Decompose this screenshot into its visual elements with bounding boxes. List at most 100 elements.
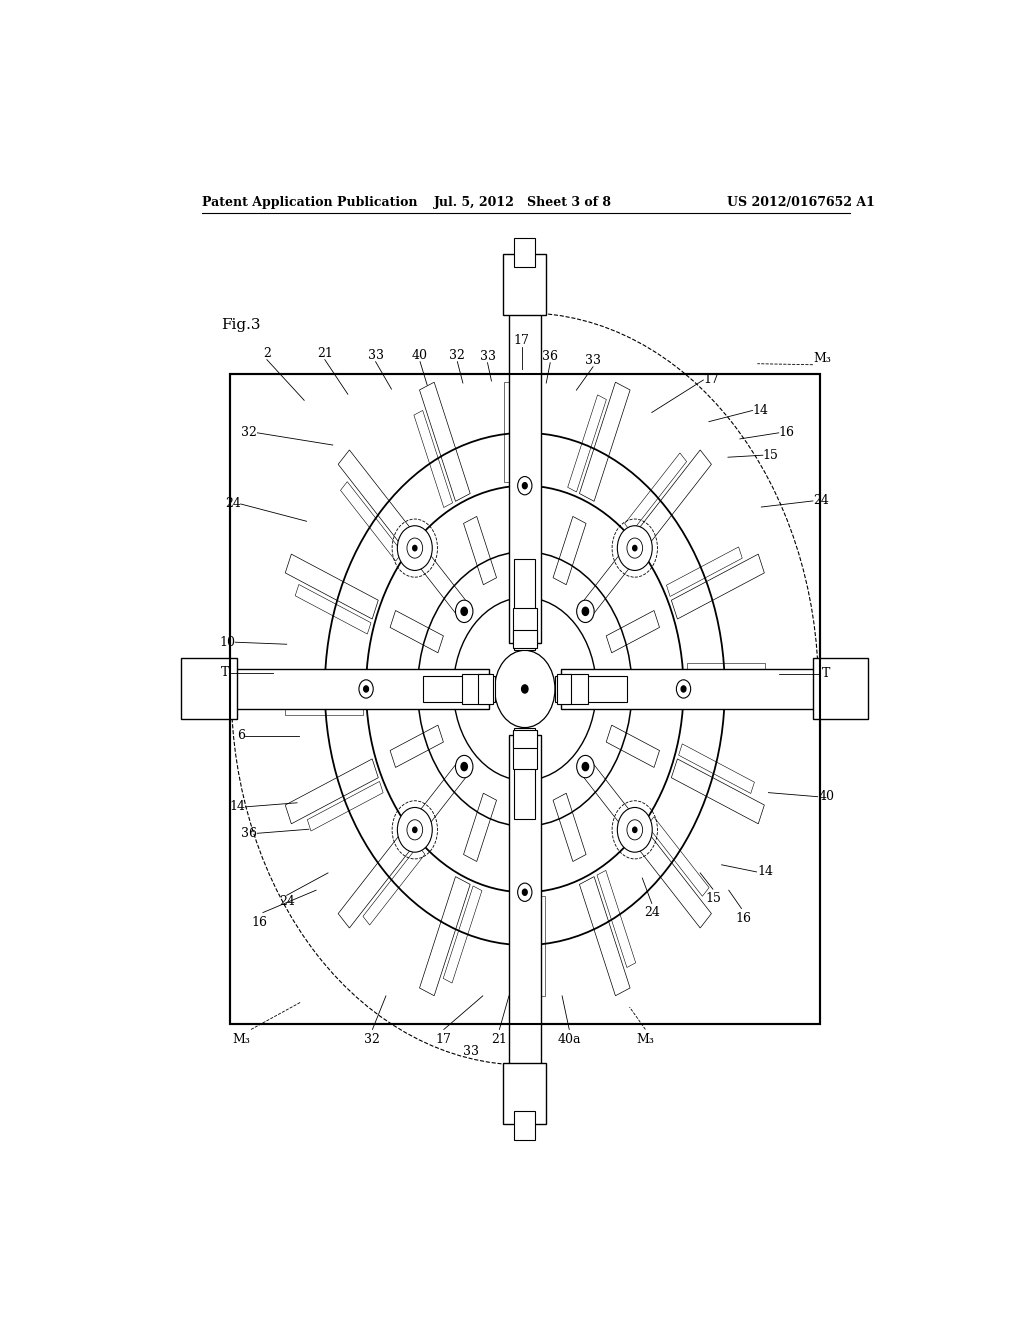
Bar (229, 374, 820, 1024)
Text: 36: 36 (242, 826, 257, 840)
Text: 40a: 40a (557, 1032, 581, 1045)
Polygon shape (584, 766, 631, 825)
Circle shape (456, 755, 473, 777)
Text: M₃: M₃ (813, 351, 830, 364)
Text: 40: 40 (818, 791, 835, 803)
Polygon shape (286, 554, 378, 619)
Text: 32: 32 (365, 1032, 380, 1045)
Circle shape (627, 539, 643, 558)
Polygon shape (464, 516, 497, 585)
Polygon shape (615, 680, 668, 698)
Circle shape (364, 686, 369, 692)
Text: 17: 17 (514, 334, 529, 347)
Text: 32: 32 (242, 426, 257, 440)
Circle shape (522, 483, 527, 488)
Polygon shape (414, 411, 453, 507)
Text: 40: 40 (412, 348, 428, 362)
Circle shape (413, 545, 417, 550)
Polygon shape (362, 846, 425, 925)
Text: Patent Application Publication: Patent Application Publication (202, 195, 418, 209)
Polygon shape (597, 870, 636, 968)
Polygon shape (625, 453, 687, 532)
Polygon shape (420, 876, 470, 995)
Circle shape (617, 808, 652, 853)
Polygon shape (518, 506, 531, 573)
Circle shape (583, 607, 589, 615)
Polygon shape (553, 516, 586, 585)
Text: 33: 33 (585, 354, 601, 367)
Polygon shape (390, 610, 443, 653)
Circle shape (522, 890, 527, 895)
Bar (504, 1063, 546, 1123)
Polygon shape (558, 673, 588, 704)
Text: 6: 6 (238, 729, 246, 742)
Circle shape (397, 808, 432, 853)
Circle shape (577, 755, 594, 777)
Text: 17: 17 (436, 1032, 452, 1045)
Text: T: T (821, 667, 830, 680)
Text: 21: 21 (316, 347, 333, 359)
Text: 21: 21 (492, 1032, 507, 1045)
Polygon shape (517, 362, 532, 482)
Circle shape (518, 883, 531, 902)
Circle shape (518, 477, 531, 495)
Polygon shape (580, 876, 630, 995)
Bar (514, 239, 536, 267)
Polygon shape (286, 759, 378, 824)
Polygon shape (634, 450, 712, 549)
Circle shape (633, 828, 637, 833)
Polygon shape (423, 676, 495, 702)
Circle shape (359, 680, 373, 698)
Polygon shape (560, 669, 821, 709)
Bar (513, 630, 537, 648)
Text: 16: 16 (735, 912, 751, 924)
Polygon shape (269, 678, 362, 700)
Polygon shape (228, 669, 489, 709)
Text: 14: 14 (753, 404, 769, 417)
Bar (504, 253, 546, 315)
Polygon shape (687, 663, 765, 675)
Text: 32: 32 (450, 348, 465, 362)
Polygon shape (513, 609, 537, 647)
Circle shape (677, 680, 690, 698)
Polygon shape (667, 546, 742, 597)
Text: 33: 33 (368, 348, 384, 362)
Bar (813, 659, 868, 719)
Polygon shape (341, 482, 402, 561)
Polygon shape (504, 381, 514, 482)
Polygon shape (443, 886, 482, 983)
Polygon shape (513, 731, 537, 770)
Circle shape (407, 820, 423, 840)
Text: US 2012/0167652 A1: US 2012/0167652 A1 (727, 195, 876, 209)
Circle shape (633, 545, 637, 550)
Polygon shape (687, 678, 780, 700)
Bar (181, 659, 237, 719)
Polygon shape (307, 781, 383, 832)
Text: 24: 24 (813, 495, 828, 507)
Text: 17: 17 (703, 374, 719, 387)
Circle shape (407, 539, 423, 558)
Bar (557, 673, 571, 704)
Polygon shape (555, 676, 627, 702)
Polygon shape (295, 585, 371, 634)
Text: 24: 24 (644, 907, 659, 920)
Polygon shape (634, 829, 712, 928)
Polygon shape (580, 383, 630, 502)
Polygon shape (514, 727, 536, 820)
Polygon shape (420, 383, 470, 502)
Circle shape (617, 525, 652, 570)
Polygon shape (419, 553, 466, 612)
Circle shape (397, 525, 432, 570)
Bar (514, 1111, 536, 1139)
Text: 14: 14 (229, 800, 246, 813)
Polygon shape (567, 395, 606, 492)
Polygon shape (419, 766, 466, 825)
Circle shape (413, 828, 417, 833)
Bar (229, 374, 820, 1024)
Polygon shape (553, 793, 586, 862)
Bar (478, 673, 493, 704)
Polygon shape (647, 817, 709, 896)
Circle shape (461, 607, 467, 615)
Text: 14: 14 (758, 866, 773, 878)
Text: 10: 10 (219, 636, 236, 648)
